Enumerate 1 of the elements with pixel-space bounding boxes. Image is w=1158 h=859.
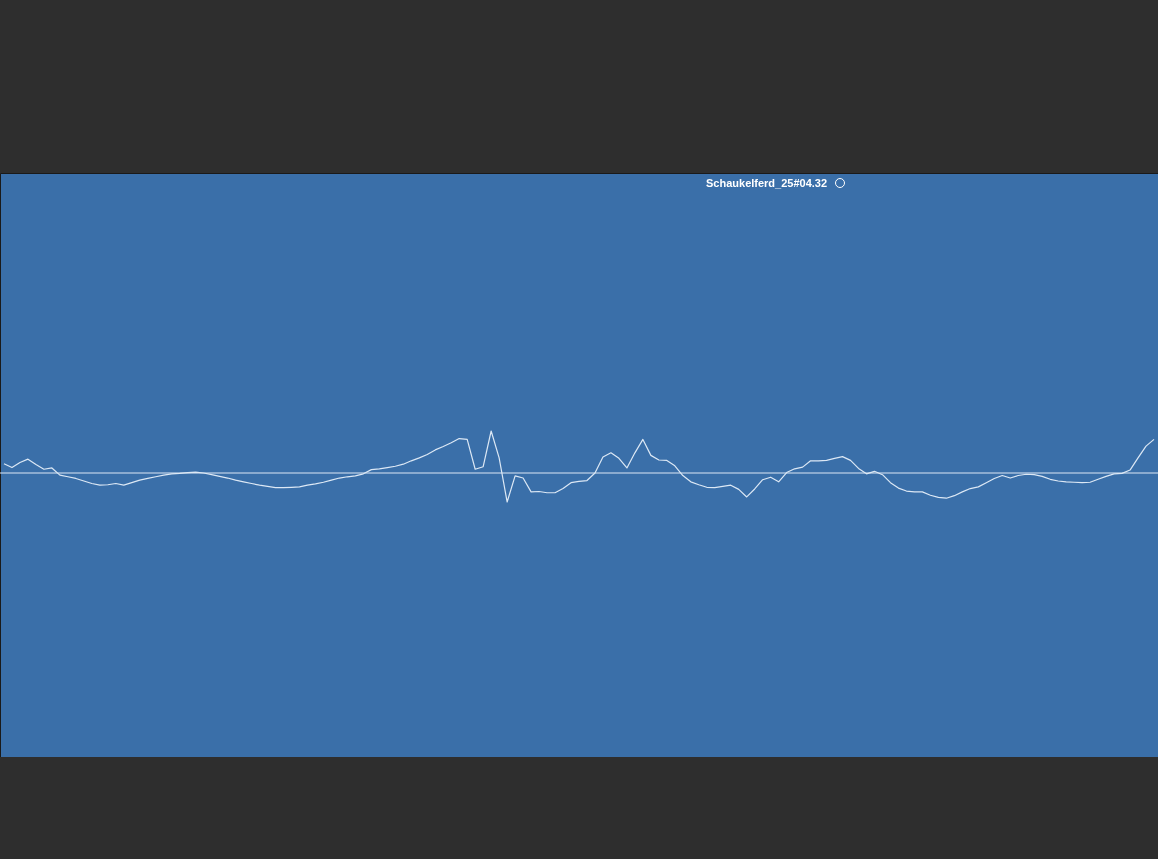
chart-title: Schaukelferd_25#04.32 — [706, 177, 828, 189]
